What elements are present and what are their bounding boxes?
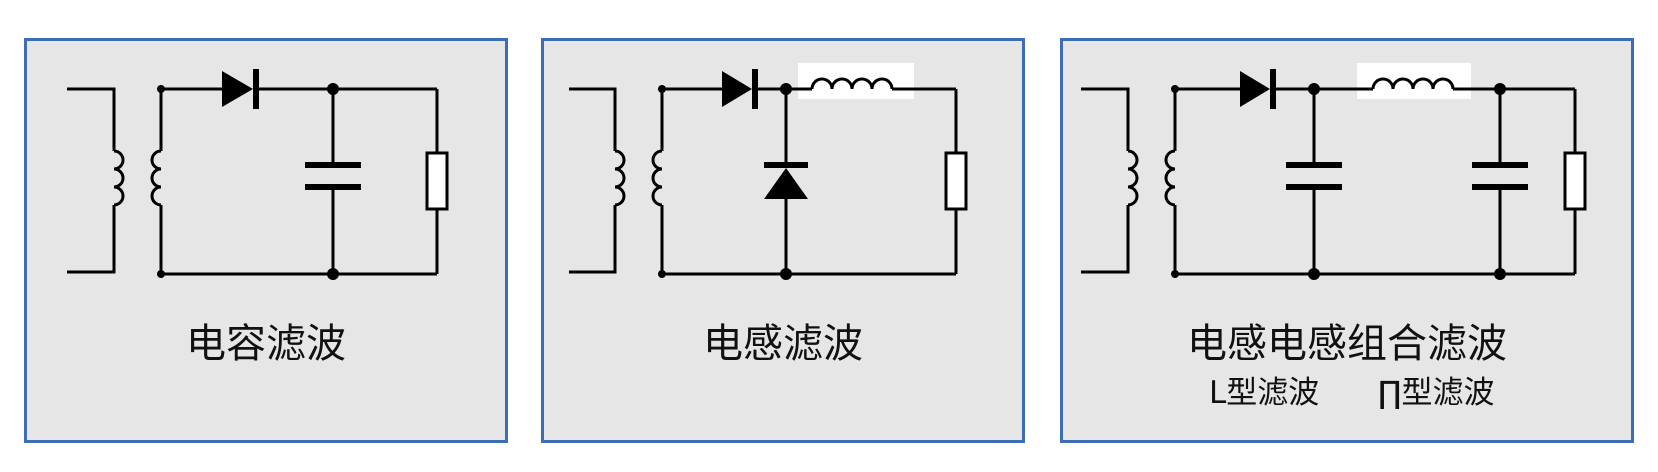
primary-coil [1127,149,1139,207]
panel-title: 电感滤波 [703,321,863,367]
pi-filter-circuit [1081,63,1587,280]
output-capacitor [1472,162,1528,168]
inductor-filter-panel: 电感滤波 [541,38,1025,443]
primary-coil [113,149,125,207]
input-capacitor [1286,162,1342,168]
capacitor-filter-circuit [67,69,449,280]
filter-capacitor [305,162,361,168]
l-type-filter-label: L型滤波 [1209,375,1320,411]
secondary-coil [651,149,663,207]
rectifier-diode [222,71,253,107]
rectifier-diode [722,71,752,107]
freewheel-diode [764,162,808,168]
transformer-primary [569,87,617,151]
rectifier-diode [1240,71,1270,107]
secondary-coil [1164,149,1176,207]
panel-title: 电感电感组合滤波 [1187,321,1507,367]
primary-coil [614,149,626,207]
combined-filter-panel: 电感电感组合滤波 L型滤波 ∏型滤波 [1060,38,1634,443]
capacitor-filter-panel: 电容滤波 [24,38,508,443]
pi-type-filter-label: ∏型滤波 [1378,375,1495,411]
transformer-primary [1081,87,1130,151]
inductor-filter-circuit [569,63,968,280]
series-inductor [1371,77,1455,90]
panel-title: 电容滤波 [186,321,346,367]
load-resistor [1563,151,1587,211]
secondary-coil [150,149,162,207]
load-resistor [944,151,968,211]
load-resistor [425,151,449,211]
series-inductor [810,77,894,90]
transformer-primary [67,87,116,151]
